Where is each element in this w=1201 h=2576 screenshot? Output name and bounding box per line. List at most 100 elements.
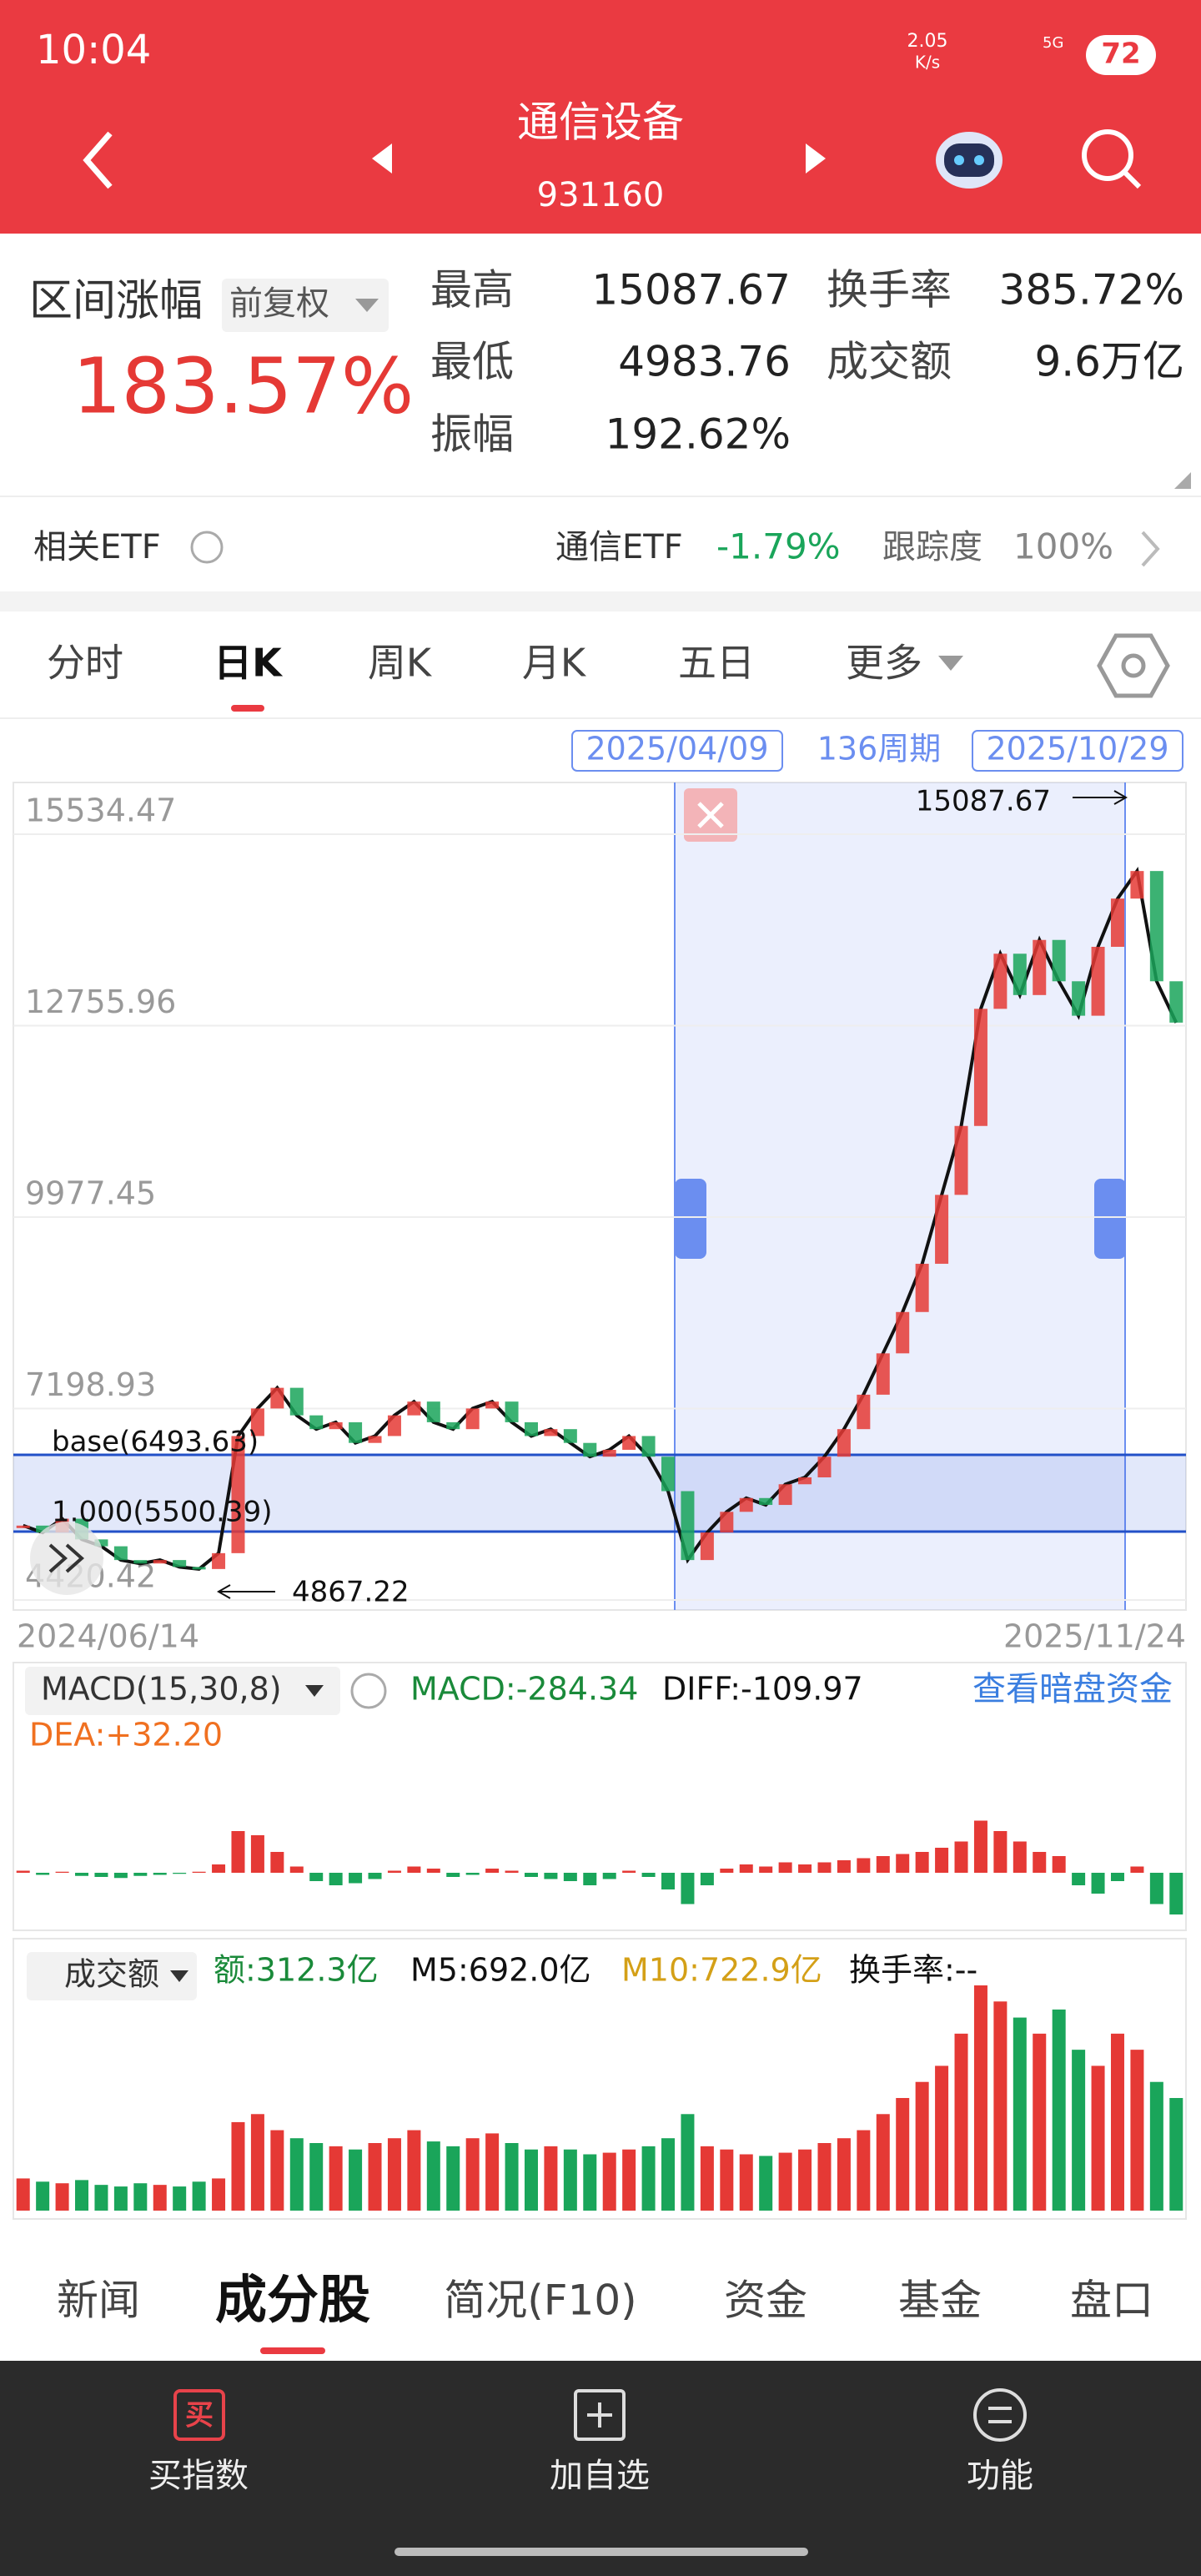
macd-bar <box>55 1871 69 1873</box>
tab[interactable]: 更多 <box>846 641 922 686</box>
volume-title[interactable]: 成交额 <box>64 1956 159 1993</box>
macd-box[interactable] <box>25 1667 340 1715</box>
macd-bar <box>993 1831 1008 1873</box>
macd-bar <box>1052 1856 1066 1873</box>
candle <box>94 1539 108 1547</box>
volume-bar <box>113 2186 128 2211</box>
bottom-tab[interactable]: 资金 <box>724 2277 807 2325</box>
macd-bar <box>602 1873 616 1879</box>
nav-label[interactable]: 加自选 <box>550 2457 650 2495</box>
volume-bar <box>250 2114 264 2211</box>
macd-bar <box>954 1841 968 1873</box>
add-icon[interactable] <box>574 2389 626 2441</box>
nav-label[interactable]: 买指数 <box>148 2457 249 2495</box>
settings-icon[interactable] <box>1097 633 1170 698</box>
range-start: 2025/04/09 <box>585 731 768 767</box>
candle <box>700 1532 714 1561</box>
volume-frame <box>13 1938 1187 2220</box>
volume-bar <box>544 2146 558 2211</box>
home-indicator <box>394 2548 808 2556</box>
candle <box>250 1408 264 1436</box>
chevron <box>1141 531 1160 567</box>
volume-box[interactable] <box>27 1952 197 2000</box>
handle-left[interactable] <box>675 1179 706 1259</box>
selection[interactable] <box>675 782 1125 1610</box>
help-icon <box>350 1673 387 1709</box>
macd-bar <box>641 1873 656 1877</box>
macd-frame <box>13 1662 1187 1931</box>
candle <box>1110 898 1124 948</box>
track-label: 跟踪度 <box>882 528 982 566</box>
macd-bar <box>1149 1873 1163 1904</box>
candle <box>270 1387 284 1409</box>
bottom-tab[interactable]: 盘口 <box>1070 2277 1153 2325</box>
candle <box>857 1394 871 1430</box>
tab[interactable]: 周K <box>368 641 433 686</box>
candle <box>192 1567 206 1570</box>
candle <box>1013 953 1027 995</box>
macd-bar <box>1130 1866 1144 1873</box>
stat-label: 最低 <box>430 338 514 386</box>
macd-bar <box>465 1873 480 1875</box>
volume-bar <box>446 2146 460 2211</box>
stat-value: 192.62% <box>606 410 791 459</box>
tab[interactable]: 日K <box>214 641 284 686</box>
stat-value: 385.72% <box>999 266 1184 314</box>
bottom-tab[interactable]: 新闻 <box>57 2277 140 2325</box>
macd-bar <box>720 1869 734 1873</box>
macd-bar <box>700 1873 714 1885</box>
adjust[interactable]: 前复权 <box>229 284 329 323</box>
search-icon[interactable] <box>1082 129 1142 189</box>
adjust-box[interactable] <box>222 279 389 332</box>
menu-icon[interactable] <box>973 2388 1027 2442</box>
etf-name[interactable]: 通信ETF <box>555 528 683 566</box>
candle <box>798 1477 812 1485</box>
bottom-tab[interactable]: 基金 <box>898 2277 982 2325</box>
dea-value: DEA:+32.20 <box>29 1717 223 1753</box>
speed-unit: K/s <box>915 53 940 73</box>
bottom-tab[interactable]: 简况(F10) <box>444 2277 636 2325</box>
volume-bar <box>1091 2065 1105 2211</box>
macd-bar <box>935 1848 949 1873</box>
fib-label: 1.000(5500.39) <box>52 1496 272 1529</box>
tab[interactable]: 五日 <box>678 641 755 686</box>
robot-icon[interactable] <box>936 132 1003 189</box>
title: 通信设备 <box>517 98 684 147</box>
chart-frame <box>13 782 1187 1611</box>
etf-change: -1.79% <box>716 526 841 567</box>
candle <box>113 1546 128 1561</box>
next-icon[interactable] <box>806 143 826 174</box>
back-icon[interactable] <box>83 131 113 189</box>
y-tick-label: 15534.47 <box>25 792 176 829</box>
prev-icon[interactable] <box>372 143 392 174</box>
macd-bar <box>94 1873 108 1877</box>
volume-bar <box>231 2121 245 2211</box>
stat-label: 最高 <box>430 266 514 314</box>
candle <box>973 1009 987 1126</box>
handle-right[interactable] <box>1094 1179 1126 1259</box>
buy-icon-text: 买 <box>185 2399 214 2433</box>
header-bg <box>0 0 1201 234</box>
macd-bar <box>681 1873 695 1904</box>
tab[interactable]: 分时 <box>47 641 123 686</box>
bottom-tab[interactable]: 成分股 <box>215 2269 370 2330</box>
turnover: 换手率:-- <box>849 1952 977 1989</box>
macd-link[interactable]: 查看暗盘资金 <box>972 1670 1173 1708</box>
nav-label[interactable]: 功能 <box>967 2457 1033 2495</box>
buy-icon[interactable] <box>173 2389 225 2441</box>
macd-title[interactable]: MACD(15,30,8) <box>41 1671 282 1708</box>
macd-bar <box>915 1852 929 1873</box>
min-arrow <box>216 1584 275 1599</box>
candle <box>505 1401 519 1422</box>
tab[interactable]: 月K <box>522 641 587 686</box>
y-tick-label: 7198.93 <box>25 1366 156 1403</box>
stat-value: 9.6万亿 <box>1034 338 1184 386</box>
volume-bar <box>524 2149 538 2211</box>
volume-bar <box>896 2098 910 2211</box>
volume-bar <box>876 2114 890 2211</box>
volume-bar <box>1033 2033 1047 2211</box>
range-change: 183.57% <box>73 341 414 430</box>
volume-bar <box>309 2143 324 2211</box>
close-button[interactable] <box>684 788 737 842</box>
